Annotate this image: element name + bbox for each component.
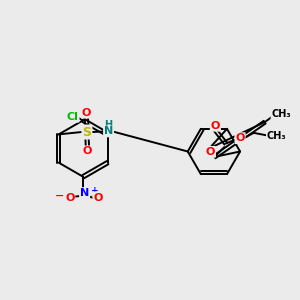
Text: H: H — [104, 120, 113, 130]
Text: Cl: Cl — [67, 112, 79, 122]
Text: −: − — [55, 191, 64, 201]
Text: O: O — [82, 108, 91, 118]
Text: O: O — [206, 147, 215, 157]
Text: +: + — [91, 186, 98, 195]
Text: CH₃: CH₃ — [272, 109, 291, 119]
Text: S: S — [82, 125, 91, 139]
Text: O: O — [235, 133, 245, 143]
Text: N: N — [80, 188, 89, 198]
Text: O: O — [93, 193, 103, 202]
Text: O: O — [211, 121, 220, 131]
Text: CH₃: CH₃ — [267, 131, 286, 141]
Text: O: O — [83, 146, 92, 156]
Text: O: O — [65, 193, 74, 202]
Text: N: N — [104, 126, 113, 136]
